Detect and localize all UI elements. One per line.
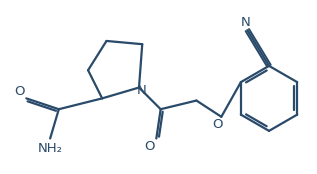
Text: O: O — [212, 118, 222, 131]
Text: O: O — [15, 85, 25, 98]
Text: N: N — [240, 16, 250, 29]
Text: N: N — [136, 84, 146, 97]
Text: O: O — [145, 140, 155, 153]
Text: NH₂: NH₂ — [38, 142, 63, 155]
